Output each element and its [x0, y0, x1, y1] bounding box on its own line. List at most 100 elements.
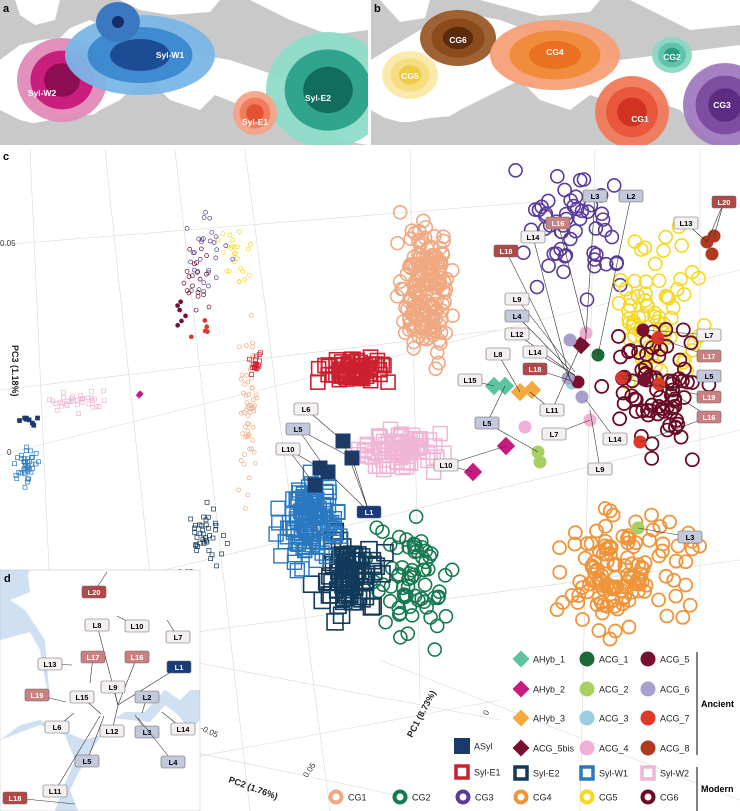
sample-label-text: L12 — [511, 330, 524, 339]
point-cg4 — [605, 507, 621, 523]
sample-label-l9: L9 — [100, 680, 126, 694]
leader-line — [706, 201, 725, 243]
point-cg5 — [673, 271, 688, 287]
point-cg1 — [249, 385, 255, 391]
point-syl-e2 — [345, 552, 364, 570]
sample-label-l11: L11 — [539, 403, 565, 417]
sample-label-l2: L2 — [618, 189, 644, 203]
point-cg1 — [244, 400, 250, 406]
sample-label-l16: L16 — [124, 650, 150, 664]
point-cg4 — [652, 519, 668, 534]
point-syl-w1 — [295, 499, 312, 515]
region-cg3: CG3 — [683, 63, 740, 145]
point-syl-w2 — [90, 404, 96, 410]
leader-line — [297, 428, 329, 473]
point-cg4 — [662, 514, 677, 530]
point-syl-w2 — [101, 397, 107, 403]
sample-label-text: L13 — [680, 219, 693, 228]
point-cg4 — [600, 577, 616, 593]
point-cg1 — [249, 376, 254, 381]
point-syl-w1 — [316, 505, 333, 522]
leader-line — [351, 457, 370, 513]
point-cg1 — [245, 428, 251, 434]
point-cg6 — [204, 271, 209, 277]
sample-label-l18: L18 — [2, 791, 28, 805]
circle-marker — [579, 710, 595, 726]
point-cg5 — [676, 355, 691, 370]
circle-marker — [640, 681, 656, 697]
point-cg6 — [187, 246, 193, 252]
point-cg3 — [213, 255, 219, 261]
point-syl-e1 — [254, 363, 259, 368]
sample-label-text: L19 — [31, 691, 44, 700]
point-cg2 — [409, 543, 425, 559]
point-syl-w1 — [308, 507, 324, 523]
point-syl-e2 — [188, 516, 194, 522]
sample-label-l12: L12 — [504, 327, 530, 341]
point-cg3 — [213, 234, 219, 240]
point-cg1 — [236, 487, 241, 493]
point-cg1 — [244, 343, 249, 348]
point-syl-e1 — [353, 361, 370, 378]
open-square-marker — [579, 765, 595, 781]
point-cg3 — [568, 223, 583, 239]
point-cg1 — [241, 390, 246, 396]
point-cg6 — [186, 274, 192, 279]
point-cg5 — [647, 305, 662, 321]
point-cg1 — [247, 410, 253, 415]
point-syl-w1 — [271, 515, 287, 531]
point-cg3 — [214, 247, 220, 253]
legend-item-acg_4: ACG_4 — [579, 740, 629, 756]
legend-ancient-heading: Ancient — [701, 699, 734, 709]
point-syl-w2 — [385, 447, 402, 463]
point-asyl — [17, 418, 22, 423]
region-label: CG5 — [401, 71, 419, 81]
sample-label-text: L16 — [131, 653, 144, 662]
point-cg2 — [431, 589, 446, 605]
point-cg2 — [415, 562, 431, 578]
legend-item-acg_1: ACG_1 — [579, 651, 629, 667]
point-cg4 — [675, 609, 691, 625]
point-syl-w2 — [64, 403, 70, 408]
point-cg3 — [199, 237, 205, 242]
legend-label: CG2 — [412, 793, 431, 803]
point-cg5 — [630, 288, 646, 304]
point-cg6 — [190, 283, 195, 289]
sample-label-text: L8 — [93, 621, 102, 630]
point-syl-e2 — [199, 523, 205, 529]
circle-marker — [579, 651, 595, 667]
legend-label: ACG_2 — [599, 685, 629, 695]
point-cg3 — [540, 193, 556, 209]
sample-label-text: L10 — [440, 461, 453, 470]
sample-label-text: L14 — [529, 348, 543, 357]
ring-marker — [640, 789, 656, 805]
point-syl-w2 — [58, 403, 64, 409]
point-acg_5 — [637, 373, 651, 387]
point-cg5 — [666, 300, 681, 315]
sample-label-l7: L7 — [696, 328, 722, 342]
leader-line — [86, 715, 105, 762]
point-cg1 — [421, 255, 437, 270]
point-cg6 — [193, 307, 199, 313]
legend-label: CG1 — [348, 793, 367, 803]
open-square-marker — [640, 765, 656, 781]
point-cg1 — [392, 205, 408, 220]
ring-marker — [328, 789, 344, 805]
point-cg5 — [236, 279, 242, 284]
point-cg4 — [634, 559, 650, 575]
point-cg6 — [184, 269, 190, 274]
region-label: Syl-E2 — [305, 93, 331, 103]
legend-item-cg2: CG2 — [392, 789, 431, 805]
point-cg4 — [596, 546, 611, 562]
sample-label-text: L14 — [609, 435, 623, 444]
legend-label: CG6 — [660, 793, 679, 803]
sample-label-l14: L14 — [602, 432, 628, 446]
sample-label-l19: L19 — [696, 390, 722, 404]
point-cg3 — [201, 289, 207, 294]
sample-label-text: L11 — [49, 787, 62, 796]
point-syl-w1 — [311, 503, 327, 519]
sample-label-l10: L10 — [124, 619, 150, 633]
point-cg5 — [231, 259, 237, 265]
point-cg4 — [678, 554, 694, 570]
point-cg3 — [508, 163, 523, 178]
